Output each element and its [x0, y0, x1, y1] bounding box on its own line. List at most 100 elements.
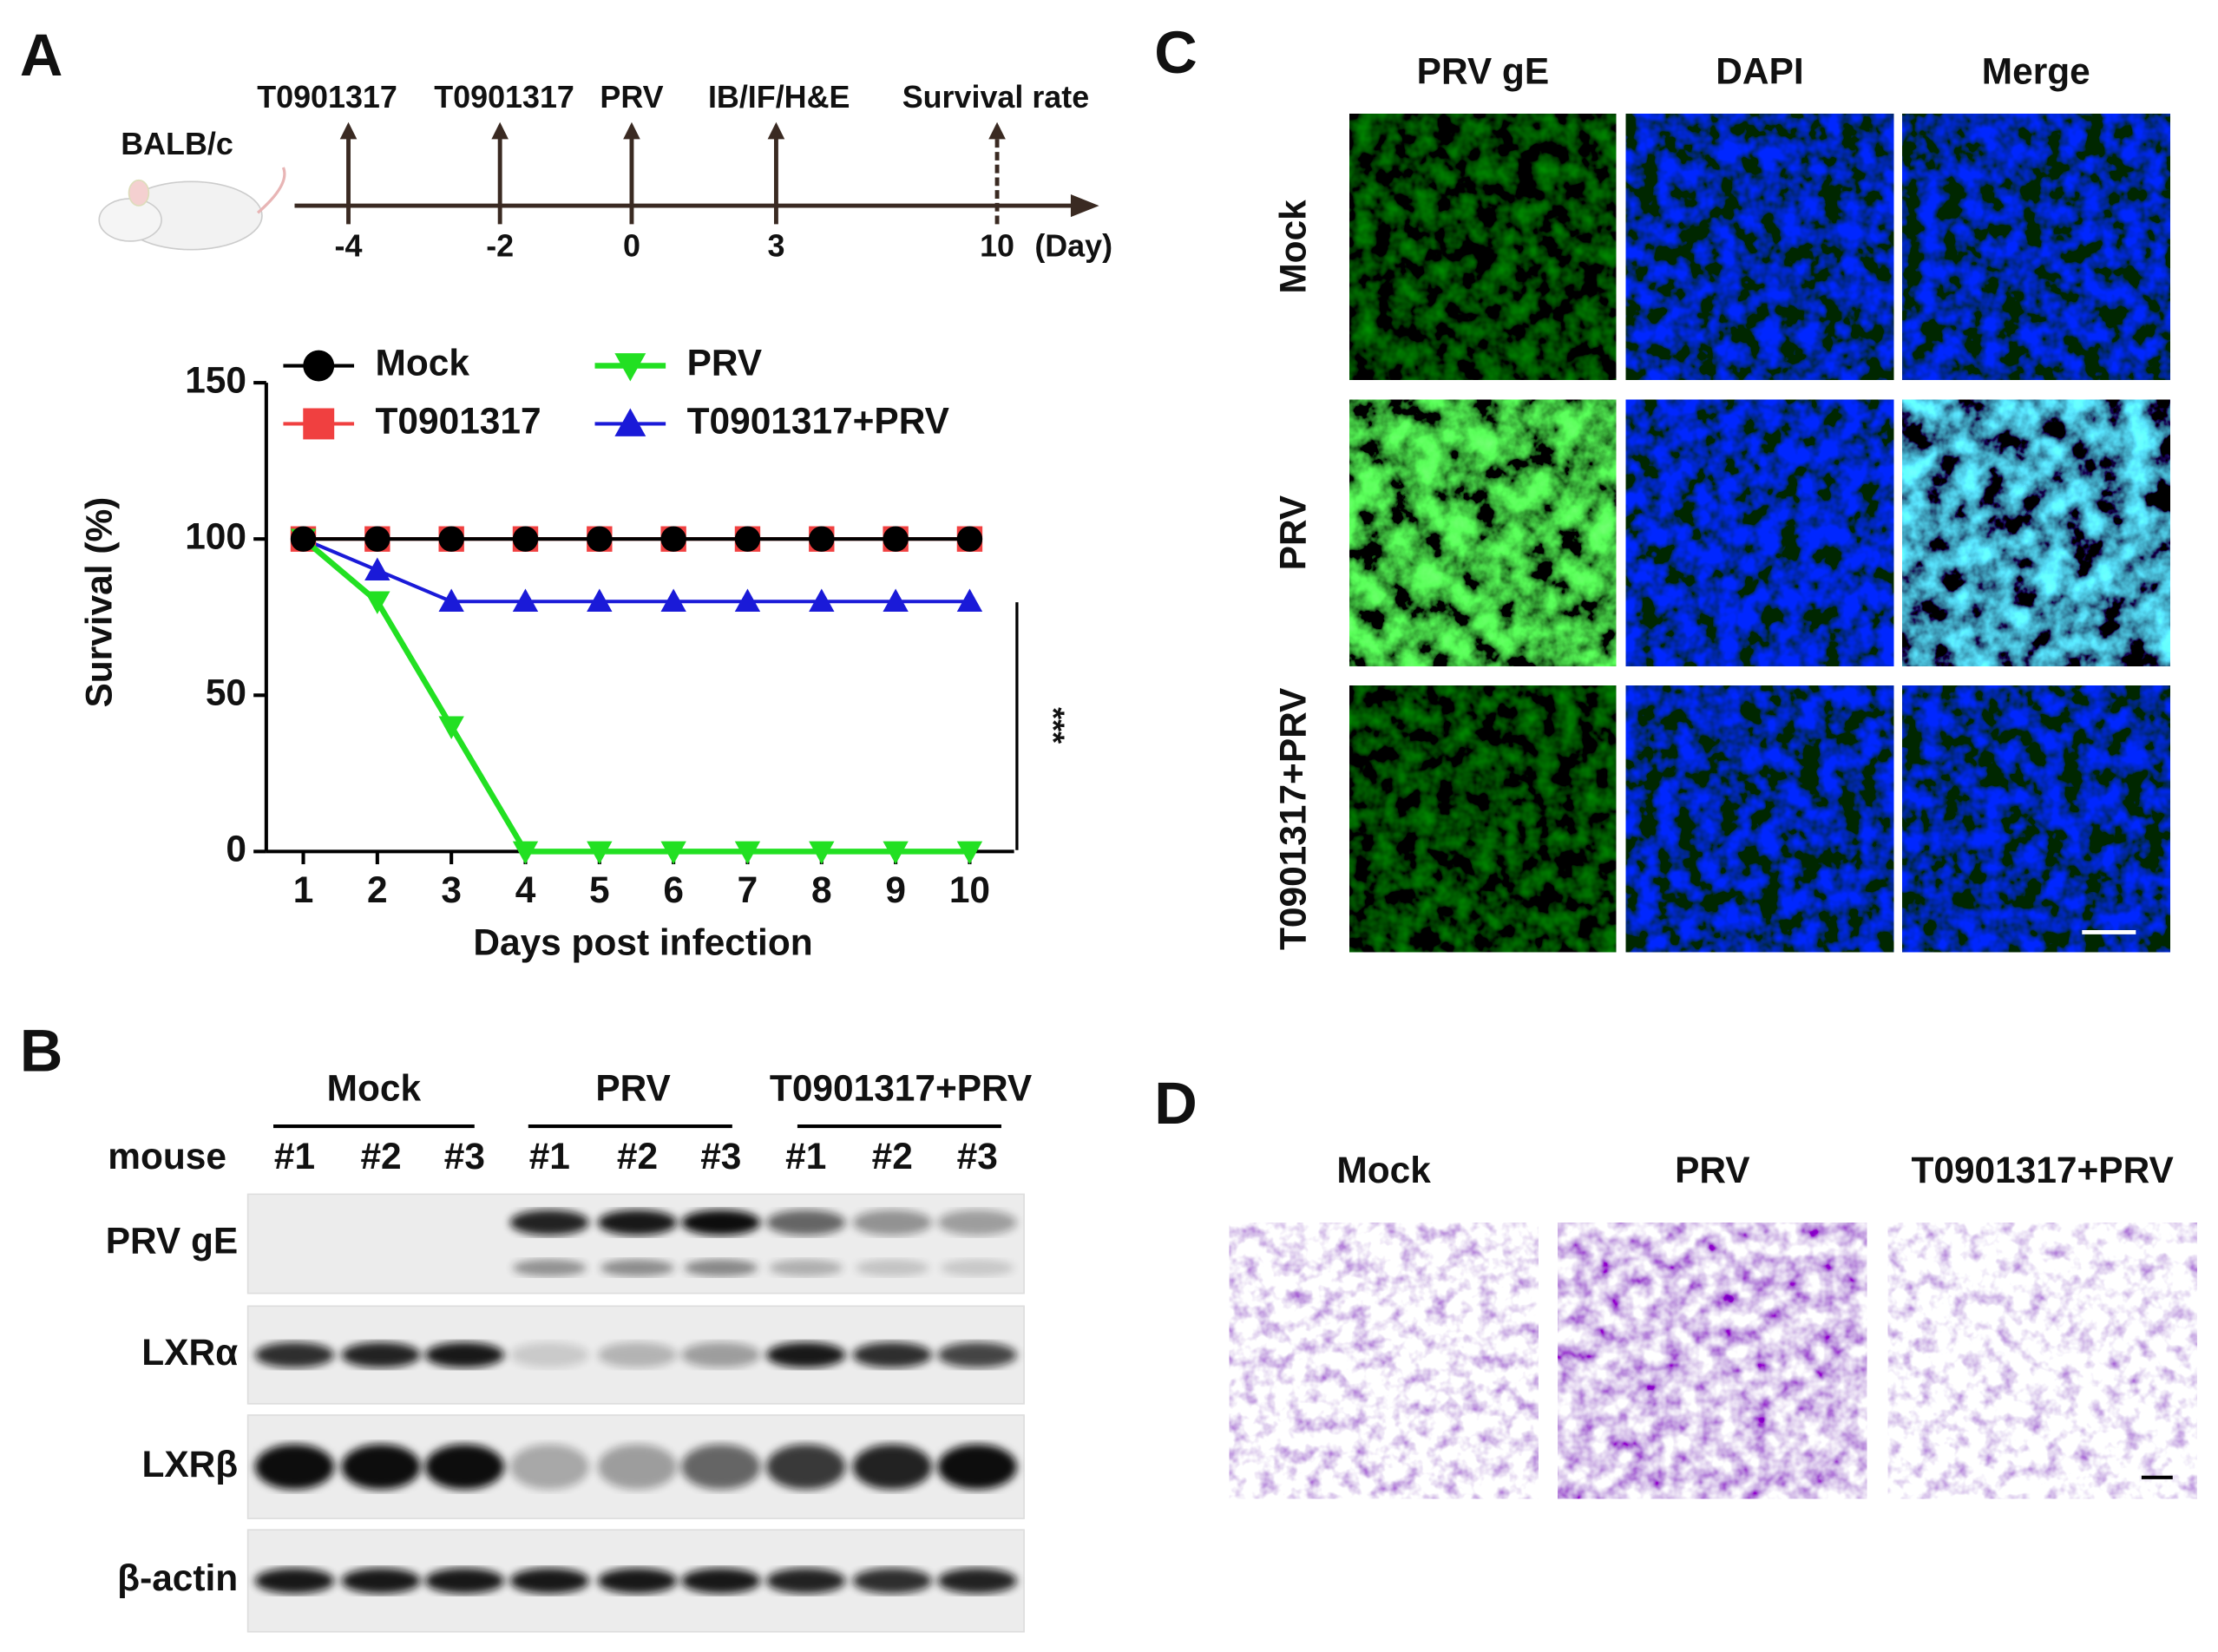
blot-band — [424, 1444, 505, 1490]
data-point — [660, 526, 686, 552]
timeline-arrowhead — [988, 121, 1006, 140]
group-label: T0901317+PRV — [770, 1067, 1032, 1108]
blot-row-label: β-actin — [117, 1557, 238, 1598]
panel-label: B — [20, 1018, 63, 1085]
timeline-subject: BALB/c — [121, 127, 233, 161]
timeline-event: T0901317 — [434, 80, 574, 115]
blot-band — [509, 1341, 589, 1368]
blot-band — [509, 1210, 589, 1236]
x-tick-label: 8 — [811, 869, 832, 910]
data-point — [290, 526, 317, 552]
data-point — [809, 841, 835, 865]
x-tick-label: 3 — [441, 869, 462, 910]
histology-image — [1229, 1223, 1539, 1499]
legend-marker — [614, 408, 646, 436]
x-tick-label: 9 — [885, 869, 906, 910]
micrograph — [1625, 399, 1894, 666]
blot-band — [766, 1341, 846, 1368]
blot-band — [424, 1341, 505, 1368]
histology-image — [1887, 1223, 2197, 1499]
legend-label: Mock — [376, 343, 470, 384]
data-point — [364, 526, 390, 552]
column-header: PRV gE — [1417, 51, 1549, 92]
y-tick-label: 0 — [226, 829, 246, 869]
blot-strip — [246, 1193, 1025, 1295]
data-point — [734, 588, 761, 612]
panel-label: D — [1154, 1070, 1198, 1137]
data-point — [438, 526, 464, 552]
column-header: DAPI — [1716, 51, 1803, 92]
data-point — [883, 526, 909, 552]
blot-band — [937, 1210, 1017, 1236]
data-point — [956, 841, 983, 865]
data-point — [660, 841, 686, 865]
x-axis-label: Days post infection — [473, 921, 812, 962]
x-tick-label: 7 — [738, 869, 758, 910]
data-point — [734, 526, 761, 552]
lane-label: #2 — [872, 1136, 913, 1177]
legend-marker — [303, 408, 335, 440]
data-point — [809, 588, 835, 612]
blot-band — [341, 1568, 421, 1594]
column-header: PRV — [1675, 1150, 1749, 1190]
lane-label: #1 — [529, 1136, 570, 1177]
blot-band — [597, 1444, 678, 1490]
lane-label: #1 — [785, 1136, 826, 1177]
blot-band — [684, 1259, 758, 1277]
blot-row-label: LXRβ — [141, 1444, 238, 1485]
blot-band — [855, 1259, 929, 1277]
y-tick-label: 150 — [185, 359, 246, 400]
legend-label: T0901317+PRV — [687, 401, 949, 442]
micrograph — [1625, 685, 1894, 953]
series-line — [301, 536, 970, 855]
blot-band — [852, 1210, 932, 1236]
data-point — [364, 557, 390, 580]
data-point — [809, 526, 835, 552]
blot-band — [852, 1568, 932, 1594]
x-tick-label: 5 — [589, 869, 610, 910]
blot-band — [254, 1444, 335, 1490]
data-point — [438, 588, 464, 612]
micrograph — [1349, 399, 1617, 666]
row-label: PRV — [1273, 495, 1314, 570]
lane-label: #3 — [700, 1136, 741, 1177]
group-label: PRV — [595, 1067, 670, 1108]
x-tick-label: 2 — [367, 869, 388, 910]
row-label: T0901317+PRV — [1273, 688, 1314, 950]
data-point — [956, 526, 983, 552]
y-tick-label: 100 — [185, 515, 246, 556]
blot-band — [852, 1341, 932, 1368]
blot-band — [937, 1444, 1017, 1490]
timeline-day: 0 — [623, 229, 640, 264]
micrograph — [1902, 399, 2170, 666]
panel-label: A — [20, 22, 63, 88]
data-point — [587, 841, 613, 865]
x-tick-label: 4 — [515, 869, 536, 910]
data-point — [956, 588, 983, 612]
blot-band — [681, 1568, 761, 1594]
blot-band — [940, 1259, 1014, 1277]
series-line — [302, 537, 970, 604]
legend-marker — [303, 350, 335, 382]
blot-band — [769, 1259, 843, 1277]
timeline-day: 3 — [767, 229, 784, 264]
data-point — [883, 588, 909, 612]
timeline-event: T0901317 — [257, 80, 397, 115]
lane-label: #3 — [957, 1136, 998, 1177]
x-tick-label: 6 — [663, 869, 684, 910]
data-point — [512, 588, 539, 612]
blot-band — [424, 1568, 505, 1594]
blot-band — [509, 1444, 589, 1490]
blot-band — [766, 1568, 846, 1594]
timeline-day: -2 — [486, 229, 514, 264]
timeline-arrowhead — [339, 121, 358, 140]
micrograph — [1902, 685, 2170, 953]
column-header: Merge — [1982, 51, 2090, 92]
micrograph — [1349, 685, 1617, 953]
timeline-arrowhead — [491, 121, 509, 140]
blot-band — [937, 1341, 1017, 1368]
blot-band — [341, 1341, 421, 1368]
y-axis-label: Survival (%) — [79, 497, 120, 708]
blot-band — [681, 1210, 761, 1236]
micrograph — [1625, 114, 1894, 380]
